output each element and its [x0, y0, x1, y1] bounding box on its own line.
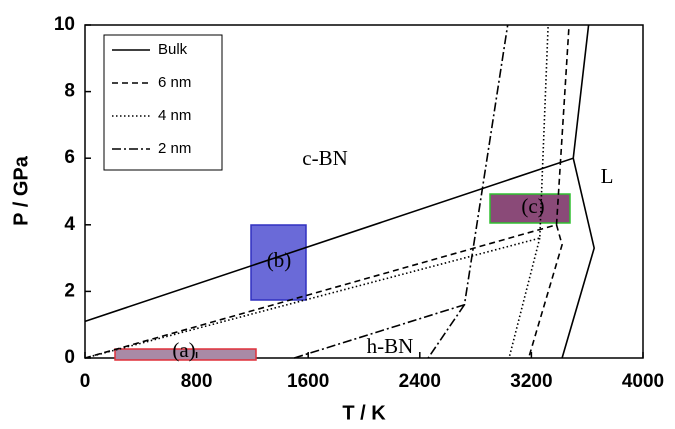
legend-label: 2 nm	[158, 140, 191, 157]
annotation: L	[601, 164, 614, 188]
legend-label: Bulk	[158, 41, 188, 58]
y-tick-label: 4	[64, 214, 75, 235]
y-tick-label: 10	[54, 14, 75, 35]
legend-label: 6 nm	[158, 74, 191, 91]
x-tick-label: 4000	[622, 371, 664, 392]
x-tick-label: 2400	[399, 371, 441, 392]
x-axis-label: T / K	[342, 402, 386, 424]
x-tick-label: 0	[80, 371, 91, 392]
x-tick-label: 1600	[287, 371, 329, 392]
legend-label: 4 nm	[158, 107, 191, 124]
y-tick-label: 6	[64, 147, 75, 168]
annotation: (a)	[172, 338, 195, 362]
x-tick-label: 800	[181, 371, 213, 392]
y-axis-label: P / GPa	[10, 155, 32, 226]
annotation: h-BN	[367, 334, 414, 358]
annotation: c-BN	[302, 146, 348, 170]
chart: c-BN L h-BN (a) (b) (c) T / K P / GPa 08…	[0, 0, 675, 429]
y-tick-label: 8	[64, 81, 75, 102]
y-tick-label: 0	[64, 347, 75, 368]
x-tick-label: 3200	[510, 371, 552, 392]
annotation: (c)	[521, 194, 544, 218]
y-tick-label: 2	[64, 280, 75, 301]
